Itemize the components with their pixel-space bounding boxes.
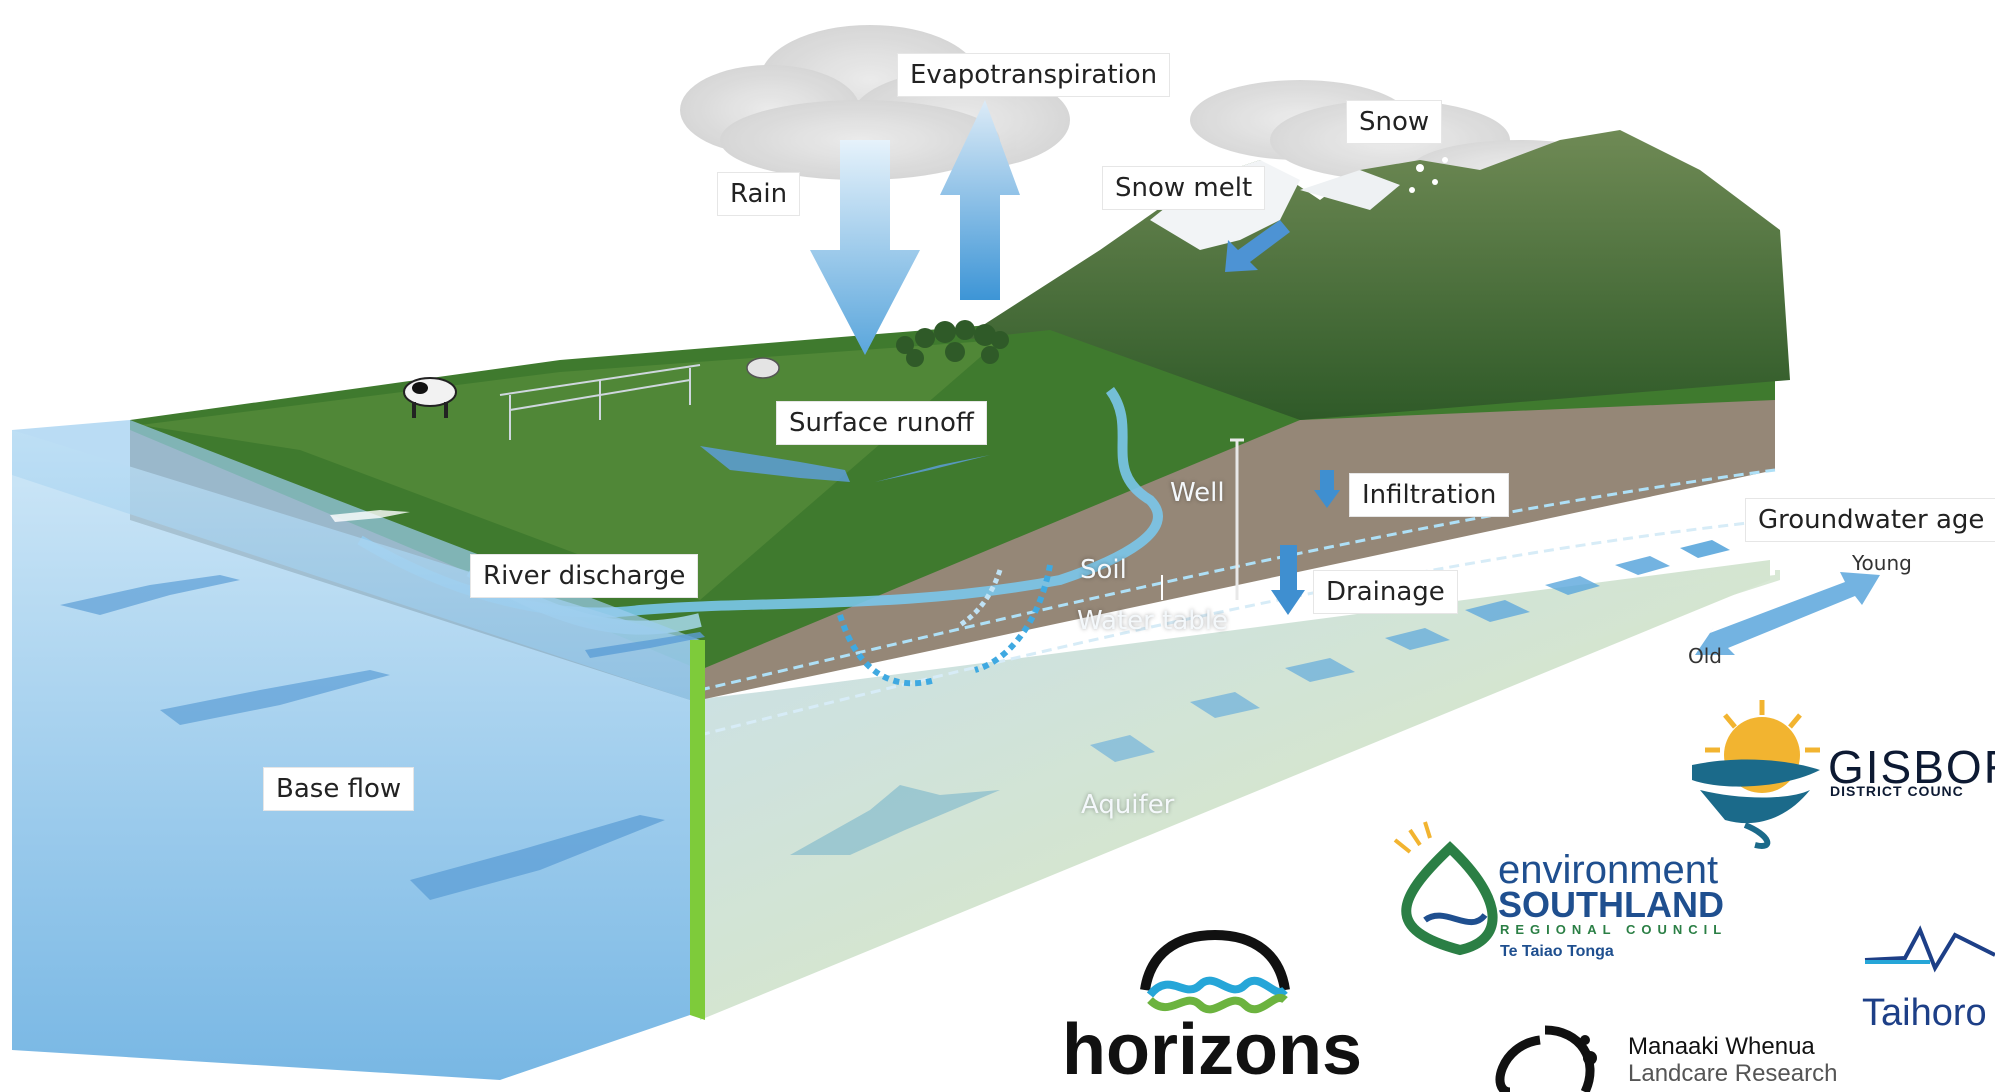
irrigator <box>499 364 701 440</box>
surface-runoff-label: Surface runoff <box>776 401 987 445</box>
river-loss-arrow <box>974 564 1053 673</box>
river-discharge-label: River discharge <box>470 554 699 598</box>
water-table-line <box>699 468 1776 692</box>
drainage-arrow <box>1271 545 1305 615</box>
manaaki-whenua-line1: Manaaki Whenua <box>1628 1033 1815 1060</box>
cow-1 <box>403 377 457 418</box>
infiltration-label: Infiltration <box>1349 473 1510 517</box>
environment-southland-logo-mark <box>1393 821 1498 956</box>
seep-arrow <box>958 569 1003 628</box>
environment-southland-line2: SOUTHLAND <box>1498 884 1724 925</box>
environment-southland-line3: REGIONAL COUNCIL <box>1500 922 1728 937</box>
surface-runoff-arrow-left <box>700 446 850 482</box>
water-body-side <box>690 640 705 1020</box>
surface-runoff-arrow-right <box>875 455 990 482</box>
snow-cap-2 <box>1300 170 1400 210</box>
well <box>1230 438 1244 600</box>
aquifer-label: Aquifer <box>1081 790 1175 820</box>
taihoro-logo-name: Taihoro <box>1862 992 1987 1034</box>
aquifer-flow-arrow <box>790 785 1000 855</box>
snow-label: Snow <box>1346 100 1443 144</box>
rain-arrow <box>810 140 920 355</box>
manaaki-whenua-logo-mark <box>1495 1025 1597 1092</box>
taihoro-logo-mark <box>1864 925 1995 973</box>
groundwater-age-tiles <box>1090 540 1730 762</box>
drainage-label: Drainage <box>1313 570 1458 614</box>
cow-2 <box>746 357 780 379</box>
water-table-line-2 <box>699 518 1776 737</box>
water-table-label: Water table <box>1077 606 1228 636</box>
evapotranspiration-label: Evapotranspiration <box>897 53 1171 97</box>
well-label: Well <box>1170 478 1225 508</box>
evapotranspiration-arrow <box>940 100 1020 300</box>
young-label: Young <box>1852 551 1912 575</box>
rain-label: Rain <box>717 172 801 216</box>
soil-label: Soil <box>1080 555 1127 585</box>
groundwater-age-arrow <box>1695 572 1880 655</box>
environment-southland-line1: environment <box>1498 848 1719 892</box>
base-flow-arrow-1 <box>60 575 240 615</box>
snow-melt-arrow <box>1225 220 1290 272</box>
infiltration-arrow <box>1314 470 1340 508</box>
horizons-logo-name: horizons <box>1062 1010 1362 1090</box>
trees <box>896 320 1009 367</box>
snowflakes <box>1409 157 1448 193</box>
mountain-range <box>960 130 1790 420</box>
top-water-arrow <box>330 510 410 522</box>
base-flow-label: Base flow <box>263 767 415 811</box>
river-discharge-arrow <box>585 632 705 658</box>
base-flow-arrow-3 <box>410 815 665 900</box>
environment-southland-line4: Te Taiao Tonga <box>1500 943 1614 960</box>
manaaki-whenua-line2: Landcare Research <box>1628 1060 1838 1087</box>
aquifer-front <box>690 570 1780 1020</box>
old-label: Old <box>1688 644 1722 668</box>
gisborne-logo-name: GISBOR <box>1828 741 1995 793</box>
gisborne-logo-sub: DISTRICT COUNC <box>1830 783 1964 799</box>
gisborne-logo <box>1692 700 1820 849</box>
snow-melt-label: Snow melt <box>1102 166 1266 210</box>
horizons-logo-mark <box>1140 929 1290 1014</box>
groundwater-age-label: Groundwater age <box>1745 498 1995 542</box>
base-flow-arrow-2 <box>160 670 390 725</box>
